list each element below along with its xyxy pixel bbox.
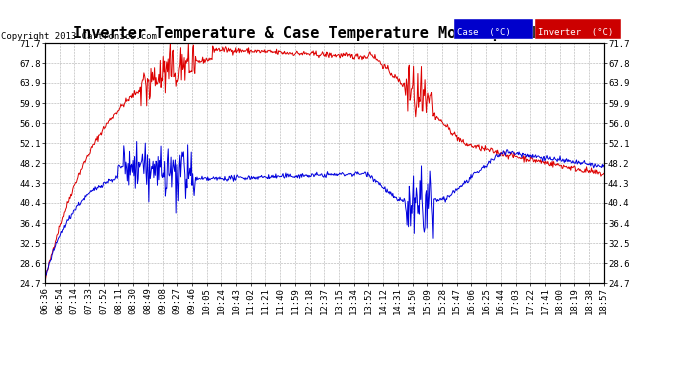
Text: Copyright 2013 Cartronics.com: Copyright 2013 Cartronics.com [1, 32, 157, 41]
Text: Inverter  (°C): Inverter (°C) [538, 28, 613, 37]
Text: Case  (°C): Case (°C) [457, 28, 511, 37]
Title: Inverter Temperature & Case Temperature Mon Sep 9 19:07: Inverter Temperature & Case Temperature … [73, 26, 575, 40]
